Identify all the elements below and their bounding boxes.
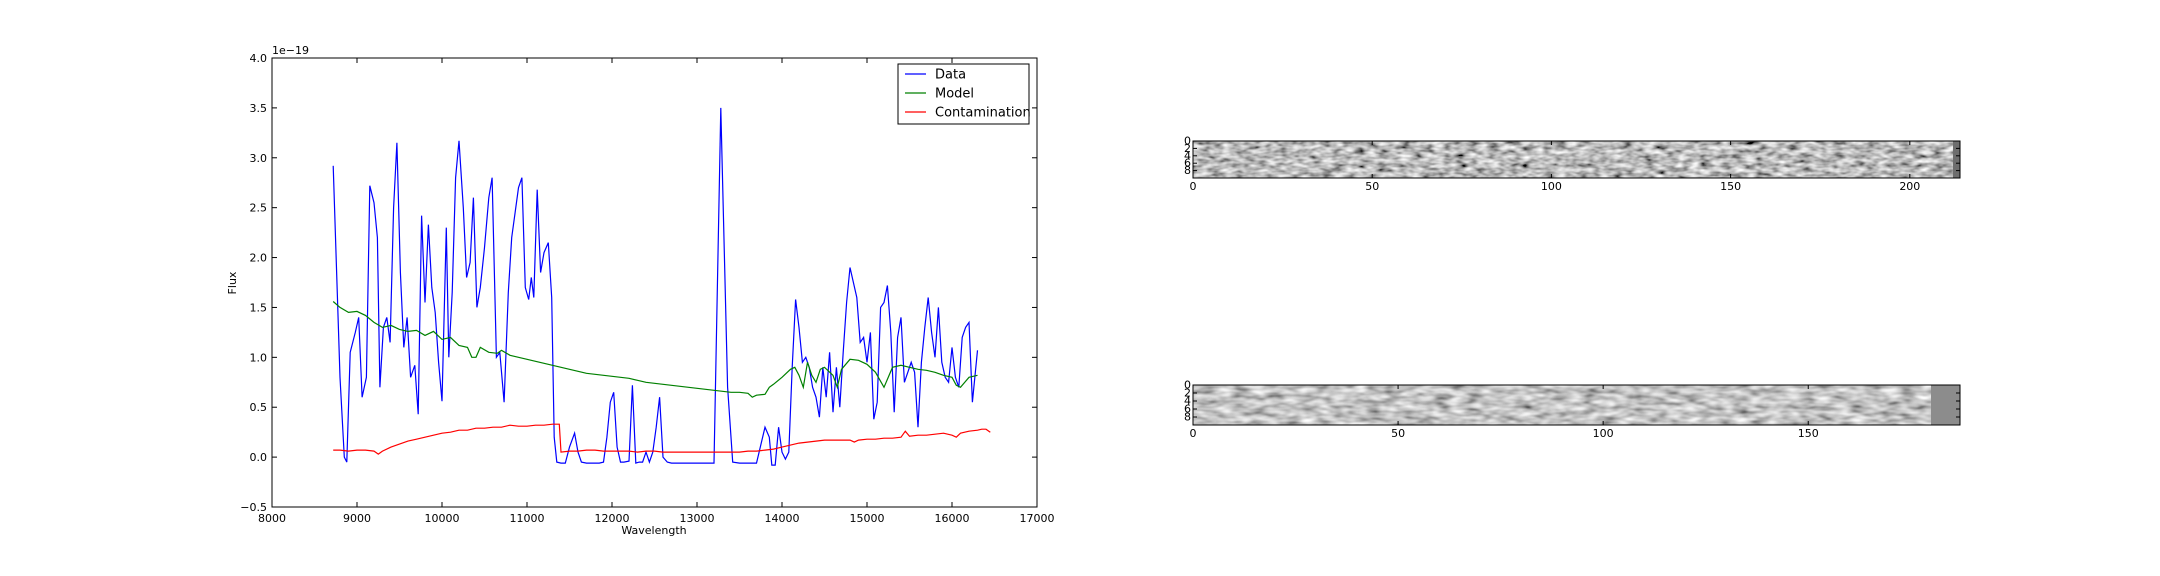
series-layer bbox=[332, 107, 991, 466]
image-y-tick-label: 0 bbox=[1184, 379, 1191, 392]
image-frame-bottom bbox=[1192, 384, 1961, 426]
spectrum-line-chart: 8000 9000 10000 11000 12000 13000 14000 15000 16… bbox=[226, 44, 1055, 537]
image-y-tick-label: 6 bbox=[1184, 403, 1191, 416]
x-tick-label: 16000 bbox=[935, 512, 970, 525]
x-tick-label: 8000 bbox=[258, 512, 286, 525]
image-y-tick-label: 8 bbox=[1184, 164, 1191, 177]
x-tick-label: 15000 bbox=[850, 512, 885, 525]
image-y-tick-label: 0 bbox=[1184, 135, 1191, 148]
legend-label-data: Data bbox=[935, 68, 966, 83]
image-y-tick-label: 4 bbox=[1184, 149, 1191, 162]
plot-frame bbox=[271, 57, 1038, 508]
image-x-tick-label: 200 bbox=[1899, 180, 1920, 193]
image-x-tick-label: 100 bbox=[1593, 427, 1614, 440]
image-y-tick-label: 2 bbox=[1184, 387, 1191, 400]
y-tick-label: −0.5 bbox=[240, 501, 267, 514]
y-tick-label: 0.5 bbox=[250, 401, 268, 414]
y-tick-label: 2.0 bbox=[250, 252, 268, 265]
x-tick-label: 17000 bbox=[1020, 512, 1055, 525]
image-y-tick-label: 6 bbox=[1184, 157, 1191, 170]
y-tick-label: 3.5 bbox=[250, 102, 268, 115]
series-line-contamination bbox=[333, 423, 991, 455]
y-tick-label: 1.0 bbox=[250, 351, 268, 364]
image-x-tick-label: 150 bbox=[1720, 180, 1741, 193]
y-tick-label: 4.0 bbox=[250, 52, 268, 65]
image-pixels-bottom bbox=[1193, 385, 1931, 425]
x-tick-label: 11000 bbox=[510, 512, 545, 525]
image-y-tick-label: 2 bbox=[1184, 142, 1191, 155]
image-y-tick-label: 4 bbox=[1184, 395, 1191, 408]
image-edge-bottom bbox=[1931, 385, 1960, 425]
x-tick-label: 12000 bbox=[595, 512, 630, 525]
image-x-tick-label: 0 bbox=[1190, 427, 1197, 440]
y-tick-label: 0.0 bbox=[250, 451, 268, 464]
image-x-tick-label: 50 bbox=[1365, 180, 1379, 193]
axis-layer: 8000 9000 10000 11000 12000 13000 14000 15000 16… bbox=[240, 52, 1054, 525]
image-frame-top bbox=[1192, 140, 1961, 179]
x-tick-label: 14000 bbox=[765, 512, 800, 525]
x-tick-label: 10000 bbox=[425, 512, 460, 525]
series-line-data bbox=[332, 107, 979, 466]
image-x-tick-label: 100 bbox=[1541, 180, 1562, 193]
image-pixels-top bbox=[1193, 141, 1953, 178]
y-axis-label: Flux bbox=[226, 271, 239, 294]
y-tick-label: 3.0 bbox=[250, 152, 268, 165]
image-y-tick-label: 8 bbox=[1184, 411, 1191, 424]
y-tick-label: 2.5 bbox=[250, 202, 268, 215]
x-tick-label: 9000 bbox=[343, 512, 371, 525]
plot-area bbox=[272, 58, 1037, 507]
image-x-tick-label: 0 bbox=[1190, 180, 1197, 193]
legend-label-contamination: Contamination bbox=[935, 106, 1031, 121]
image-edge-top bbox=[1953, 141, 1960, 178]
x-tick-label: 13000 bbox=[680, 512, 715, 525]
y-tick-label: 1.5 bbox=[250, 301, 268, 314]
legend: Data Model Contamination bbox=[897, 63, 1031, 125]
image-x-tick-label: 150 bbox=[1798, 427, 1819, 440]
y-offset-text: 1e−19 bbox=[272, 44, 309, 57]
legend-label-model: Model bbox=[935, 87, 974, 102]
series-line-model bbox=[332, 301, 978, 398]
image-x-tick-label: 50 bbox=[1391, 427, 1405, 440]
x-axis-label: Wavelength bbox=[621, 524, 686, 537]
